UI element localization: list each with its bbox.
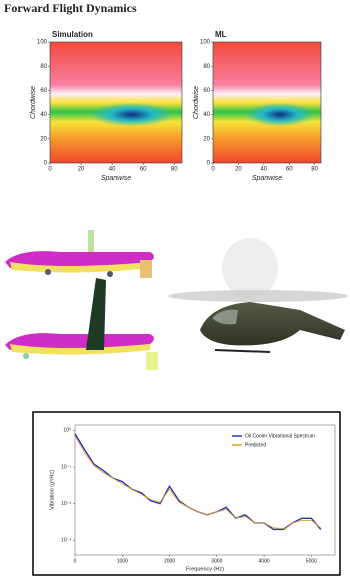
y-tick-label: 10⁻² <box>61 501 71 507</box>
y-tick-label: 100 <box>37 40 48 46</box>
x-tick-label: 20 <box>235 167 242 173</box>
x-tick-label: 80 <box>311 167 318 173</box>
x-tick-label: 1000 <box>117 558 128 564</box>
y-tick-label: 10⁻³ <box>61 538 71 544</box>
x-tick-label: 80 <box>171 167 178 173</box>
legend-label: Predicted <box>245 442 266 448</box>
x-tick-label: 40 <box>109 167 116 173</box>
x-tick-label: 60 <box>140 167 147 173</box>
x-tick-label: 0 <box>48 167 52 173</box>
y-tick-label: 60 <box>40 88 47 94</box>
y-axis-label: Vibration (g²/Hz) <box>49 470 55 510</box>
x-tick-label: 5000 <box>306 558 317 564</box>
y-tick-label: 40 <box>203 112 210 118</box>
y-tick-label: 60 <box>203 88 210 94</box>
y-tick-label: 10⁻¹ <box>61 464 71 470</box>
y-axis-label: Chordwise <box>193 86 200 119</box>
x-tick-label: 4000 <box>259 558 270 564</box>
x-tick-label: 0 <box>74 558 77 564</box>
y-tick-label: 40 <box>40 112 47 118</box>
x-tick-label: 0 <box>211 167 215 173</box>
plot-area <box>75 425 335 555</box>
heatmap-title: Simulation <box>52 30 93 39</box>
x-axis-label: Spanwise <box>101 175 131 182</box>
y-tick-label: 20 <box>40 136 47 142</box>
heatmap-field <box>50 42 182 163</box>
y-axis-label: Chordwise <box>30 86 37 119</box>
y-tick-label: 10⁰ <box>63 428 71 434</box>
y-tick-label: 0 <box>44 161 48 167</box>
y-tick-label: 80 <box>203 64 210 70</box>
figure-title: Forward Flight Dynamics <box>4 1 137 15</box>
drone-illustration <box>5 230 158 370</box>
heatmap-title: ML <box>215 30 227 39</box>
heatmap-core <box>90 103 174 127</box>
y-tick-label: 80 <box>40 64 47 70</box>
x-axis-label: Spanwise <box>252 175 282 182</box>
figure: Forward Flight Dynamics Simulation 0 20 40 6… <box>0 0 350 579</box>
x-axis-label: Frequency (Hz) <box>186 566 224 572</box>
helicopter-photo <box>168 238 348 352</box>
y-tick-label: 0 <box>207 161 211 167</box>
x-tick-label: 20 <box>78 167 85 173</box>
x-tick-label: 40 <box>260 167 267 173</box>
y-tick-label: 100 <box>200 40 211 46</box>
y-tick-label: 20 <box>203 136 210 142</box>
x-tick-label: 3000 <box>211 558 222 564</box>
heatmap-core <box>245 103 314 127</box>
x-tick-label: 2000 <box>164 558 175 564</box>
legend-label: Oil Cooler Vibrational Spectrum <box>245 433 315 439</box>
x-tick-label: 60 <box>286 167 293 173</box>
heatmap-field <box>213 42 321 163</box>
